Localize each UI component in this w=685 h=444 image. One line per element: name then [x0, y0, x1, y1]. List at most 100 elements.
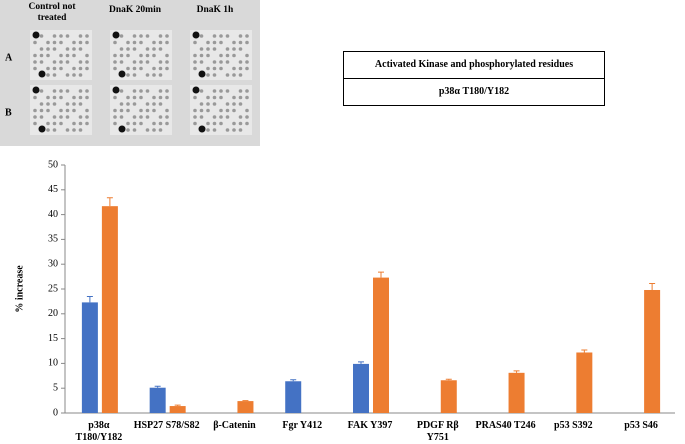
- blot-dot: [213, 60, 217, 64]
- blot-dot: [79, 34, 83, 38]
- blot-dot: [53, 128, 57, 132]
- blot-dot: [232, 109, 236, 113]
- blot-dot: [239, 73, 243, 77]
- blot-dot: [126, 128, 130, 132]
- blot-dot: [79, 73, 83, 77]
- blot-dot: [119, 71, 126, 78]
- blot-dot: [126, 41, 130, 45]
- blot-dot: [40, 34, 44, 38]
- blot-dot: [232, 96, 236, 100]
- blot-dot: [39, 71, 46, 78]
- blot-dot: [213, 115, 217, 119]
- blot-dot: [120, 54, 124, 58]
- blot-dot: [59, 109, 63, 113]
- blot-dot: [46, 128, 50, 132]
- blot-dot: [193, 60, 197, 64]
- blot-dot: [219, 41, 223, 45]
- blot-dot: [239, 122, 243, 126]
- blot-dot: [40, 89, 44, 93]
- blot-dot: [113, 41, 117, 45]
- blot-dot: [40, 109, 44, 113]
- blot-dot: [126, 54, 130, 58]
- blot-dot: [219, 96, 223, 100]
- blot-dot: [239, 34, 243, 38]
- blot-dot: [219, 122, 223, 126]
- blot-dot: [126, 109, 130, 113]
- blot-dot: [120, 109, 124, 113]
- blot-dot: [245, 60, 249, 64]
- blot-dot: [219, 115, 223, 119]
- blot-dot: [53, 102, 57, 106]
- blot-dot: [66, 34, 70, 38]
- blot-dot: [40, 47, 44, 51]
- error-bar: [290, 380, 296, 381]
- blot-dot: [193, 115, 197, 119]
- blot-dot: [152, 122, 156, 126]
- blot-dot: [152, 41, 156, 45]
- blot-dot: [213, 102, 217, 106]
- blot-dot: [79, 96, 83, 100]
- x-tick-label: p53 S392: [540, 420, 606, 432]
- blot-dot: [85, 122, 89, 126]
- blot-dot: [133, 128, 137, 132]
- blot-dot: [79, 122, 83, 126]
- blot-dot: [33, 32, 40, 39]
- x-tick-label: β-Catenin: [201, 420, 267, 432]
- blot-dot: [59, 122, 63, 126]
- blot-dot: [33, 109, 37, 113]
- blot-dot: [206, 41, 210, 45]
- blot-dot: [133, 102, 137, 106]
- blot-dot: [72, 67, 76, 71]
- blot-dot: [66, 47, 70, 51]
- blot-dot: [79, 60, 83, 64]
- blot-dot: [66, 102, 70, 106]
- blot-dot: [159, 96, 163, 100]
- blot-dot: [53, 34, 57, 38]
- blot-dot: [226, 102, 230, 106]
- blot-dot: [79, 67, 83, 71]
- blot-dot: [133, 67, 137, 71]
- blot-dot: [165, 109, 169, 113]
- blot-dot: [206, 67, 210, 71]
- blot-dot: [85, 41, 89, 45]
- blot-dot: [79, 89, 83, 93]
- blot-dot: [72, 41, 76, 45]
- bar: [373, 278, 389, 413]
- blot-dot: [232, 41, 236, 45]
- blot-dot: [33, 122, 37, 126]
- blot-dot: [33, 41, 37, 45]
- blot-dot: [226, 89, 230, 93]
- blot-dot: [72, 96, 76, 100]
- blot-dot: [59, 60, 63, 64]
- bar: [353, 364, 369, 413]
- blot-dot: [200, 89, 204, 93]
- column-label: DnaK 1h: [185, 5, 245, 16]
- blot-dot: [206, 47, 210, 51]
- blot-dot: [226, 73, 230, 77]
- blot-dot: [193, 87, 200, 94]
- blot-dot: [59, 54, 63, 58]
- blot-dot: [133, 89, 137, 93]
- blot-dot: [113, 122, 117, 126]
- y-tick-label: 35: [48, 234, 58, 245]
- blot-dot: [59, 34, 63, 38]
- blot-dot: [79, 47, 83, 51]
- blot-dot: [113, 32, 120, 39]
- blot-dot: [33, 54, 37, 58]
- blot-dot: [219, 109, 223, 113]
- blot-dot: [165, 54, 169, 58]
- blot-dot: [146, 54, 150, 58]
- blot-dot: [219, 67, 223, 71]
- blot-dot: [53, 47, 57, 51]
- blot-dot: [232, 47, 236, 51]
- blot-dot: [85, 96, 89, 100]
- blot-dot: [139, 34, 143, 38]
- blot-dot: [219, 34, 223, 38]
- error-bar: [446, 379, 452, 380]
- x-tick-label: Fgr Y412: [269, 420, 335, 432]
- blot-dot: [85, 60, 89, 64]
- blot-dot: [152, 73, 156, 77]
- blot-dot: [133, 96, 137, 100]
- x-tick-label: PRAS40 T246: [473, 420, 539, 432]
- blot-dot: [139, 109, 143, 113]
